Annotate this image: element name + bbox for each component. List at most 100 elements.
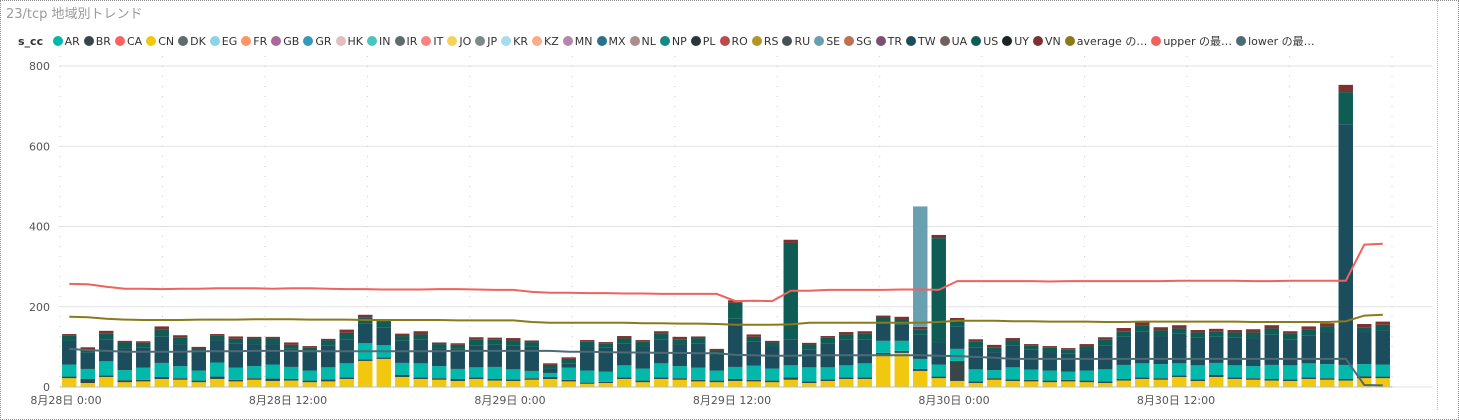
legend-item-28[interactable]: TW: [906, 35, 936, 48]
bar-segment-TW: [117, 348, 132, 371]
bar-segment-VN: [820, 336, 835, 338]
legend-item-31[interactable]: UY: [1002, 35, 1029, 48]
bar-segment-VN: [1264, 325, 1279, 329]
bar-segment-AR: [62, 364, 77, 377]
legend-item-1[interactable]: BR: [83, 35, 111, 48]
bar-segment-AR: [154, 362, 169, 377]
legend-item-33[interactable]: average の…: [1064, 33, 1148, 49]
series-line-1: [69, 242, 1383, 303]
legend-item-6[interactable]: FR: [241, 35, 267, 48]
legend-item-27[interactable]: TR: [875, 35, 902, 48]
legend-item-22[interactable]: RO: [719, 35, 748, 48]
legend-item-8[interactable]: GR: [303, 35, 332, 48]
legend-label: NL: [641, 35, 656, 48]
bar-segment-VN: [80, 347, 95, 350]
legend-item-23[interactable]: RS: [751, 35, 778, 48]
bar-segment-CN: [450, 380, 465, 387]
legend-label: RU: [794, 35, 811, 48]
legend-item-3[interactable]: CN: [146, 35, 174, 48]
legend-item-0[interactable]: AR: [52, 35, 80, 48]
bar-segment-AR: [709, 370, 724, 381]
legend-item-29[interactable]: UA: [939, 35, 967, 48]
legend-item-5[interactable]: EG: [209, 35, 237, 48]
legend-item-26[interactable]: SG: [844, 35, 872, 48]
bar-segment-BR: [191, 380, 206, 383]
legend-item-35[interactable]: lower の最…: [1236, 33, 1315, 49]
bar-segment-US: [580, 341, 595, 347]
bar-segment-AR: [691, 367, 706, 380]
legend-item-17[interactable]: MN: [562, 35, 593, 48]
bar-segment-VN: [339, 329, 354, 333]
legend-label: MX: [608, 35, 626, 48]
legend-item-13[interactable]: JO: [447, 35, 471, 48]
bar-segment-US: [80, 349, 95, 353]
bar-segment-BR: [413, 377, 428, 379]
bar-segment-AR: [950, 348, 965, 361]
legend-label: average の…: [1076, 35, 1148, 48]
bar-segment-AR: [728, 366, 743, 379]
bar-segment-CN: [1005, 380, 1020, 387]
bar-segment-BR: [691, 379, 706, 382]
bar-segment-CN: [543, 378, 558, 387]
bar-segment-US: [247, 338, 262, 345]
legend-marker-icon: [751, 36, 762, 46]
legend-item-9[interactable]: HK: [335, 35, 363, 48]
legend-item-2[interactable]: CA: [114, 35, 142, 48]
bar-segment-US: [635, 341, 650, 347]
bar-segment-BR: [1264, 378, 1279, 381]
bar-segment-AR: [1005, 367, 1020, 380]
bar-segment-BR: [746, 379, 761, 382]
bar-segment-BR: [987, 378, 1002, 380]
legend-item-15[interactable]: KR: [501, 35, 528, 48]
series-line-2: [69, 347, 1383, 387]
legend-marker-icon: [971, 36, 982, 46]
bar-segment-US: [450, 344, 465, 349]
bar-segment-BR: [1153, 378, 1168, 380]
bar-segment-BR: [598, 381, 613, 383]
bar-segment-AR: [247, 366, 262, 379]
legend-item-14[interactable]: JP: [475, 35, 497, 48]
bar-segment-AR: [894, 340, 909, 351]
legend-item-30[interactable]: US: [971, 35, 998, 48]
bar-segment-VN: [987, 344, 1002, 348]
legend-item-4[interactable]: DK: [178, 35, 206, 48]
bar-segment-US: [524, 342, 539, 347]
bar-segment-US: [154, 329, 169, 337]
bar-segment-TW: [469, 345, 484, 368]
bar-segment-TW: [746, 341, 761, 366]
bar-segment-US: [765, 342, 780, 347]
bar-segment-BR: [154, 376, 169, 379]
legend-item-21[interactable]: PL: [690, 35, 716, 48]
bar-segment-CN: [950, 380, 965, 387]
bar-segment-VN: [1116, 328, 1131, 332]
legend-item-24[interactable]: RU: [782, 35, 810, 48]
legend-item-20[interactable]: NP: [659, 35, 687, 48]
legend-item-19[interactable]: NL: [629, 35, 656, 48]
legend-item-7[interactable]: GB: [271, 35, 299, 48]
bar-segment-US: [62, 335, 77, 341]
legend-item-10[interactable]: IN: [367, 35, 391, 48]
legend-item-12[interactable]: IT: [421, 35, 443, 48]
bar-segment-TW: [857, 339, 872, 364]
legend-item-34[interactable]: upper の最…: [1151, 33, 1232, 49]
bar-segment-CN: [876, 354, 891, 387]
legend-marker-icon: [1002, 36, 1013, 46]
bar-segment-TW: [1338, 124, 1353, 365]
bar-segment-TW: [228, 343, 243, 368]
legend-item-18[interactable]: MX: [596, 35, 626, 48]
bar-segment-CN: [765, 382, 780, 387]
bar-segment-AR: [857, 363, 872, 378]
bar-segment-AR: [450, 368, 465, 379]
legend-item-16[interactable]: KZ: [532, 35, 559, 48]
legend-marker-icon: [114, 36, 125, 46]
bar-segment-AR: [876, 340, 891, 353]
bar-segment-BR: [265, 378, 280, 381]
bar-segment-VN: [136, 341, 151, 343]
bar-segment-US: [839, 334, 854, 340]
bar-segment-VN: [1375, 321, 1390, 325]
bar-segment-AR: [1042, 370, 1057, 381]
bar-segment-BR: [1042, 380, 1057, 383]
legend-item-11[interactable]: IR: [394, 35, 417, 48]
legend-item-25[interactable]: SE: [814, 35, 840, 48]
legend-item-32[interactable]: VN: [1033, 35, 1061, 48]
